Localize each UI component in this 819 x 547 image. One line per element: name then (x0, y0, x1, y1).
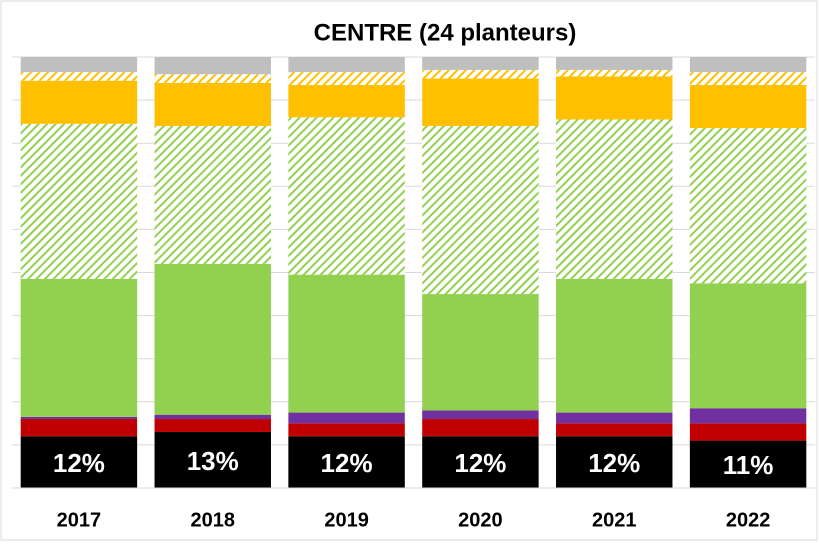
x-tick-label: 2021 (592, 509, 637, 531)
bar-segment (20, 416, 138, 420)
bar-segment (154, 74, 271, 83)
bar-segment (288, 85, 405, 118)
bar-segment (422, 69, 539, 79)
bar-segment (20, 80, 138, 124)
bar-segment (422, 410, 539, 420)
bar-segment (556, 69, 673, 77)
bar-segment (288, 72, 405, 86)
bar-segment (154, 57, 271, 75)
bar-segment (20, 278, 138, 417)
bar-segment (689, 72, 807, 86)
bar-segment (422, 57, 539, 70)
bar-segment (422, 294, 539, 411)
bar-segment (422, 125, 539, 295)
bar-segment (556, 423, 673, 437)
data-label: 12% (53, 448, 105, 478)
bar-segment (689, 57, 807, 73)
bar-segment (288, 274, 405, 413)
bar-segment (288, 436, 405, 488)
bar-segment (556, 57, 673, 70)
bar-segment (556, 76, 673, 120)
bar-segment (20, 436, 138, 488)
bar-segment (20, 57, 138, 73)
chart-title: CENTRE (24 planteurs) (314, 19, 577, 46)
data-label: 12% (588, 448, 640, 478)
bar-segment (288, 117, 405, 275)
bar-segment (556, 412, 673, 424)
bar-segment (288, 412, 405, 424)
bar-segment (288, 423, 405, 437)
x-tick-label: 2022 (726, 509, 771, 531)
bar-segment (556, 278, 673, 413)
bar-segment (154, 125, 271, 264)
bar-segment (556, 119, 673, 279)
bar-segment (689, 440, 807, 488)
x-tick-label: 2017 (57, 509, 102, 531)
data-label: 13% (187, 446, 239, 476)
bar-segment (154, 82, 271, 126)
data-label: 12% (321, 448, 373, 478)
data-label: 11% (723, 450, 774, 480)
data-label: 12% (454, 448, 506, 478)
bar-segment (689, 283, 807, 409)
bar-segment (689, 128, 807, 284)
bar-segment (422, 419, 539, 437)
bar-segment (154, 414, 271, 420)
bar-segment (689, 85, 807, 129)
bar-segment (556, 436, 673, 488)
bar-segment (154, 263, 271, 415)
bar-segment (422, 78, 539, 126)
bar-segment (20, 419, 138, 437)
bar-segment (689, 408, 807, 424)
x-tick-label: 2018 (191, 509, 236, 531)
bar-segment (20, 72, 138, 81)
bar-segment (20, 123, 138, 279)
bar-segment (689, 423, 807, 441)
bar-segment (288, 57, 405, 73)
bar-segment (154, 431, 271, 488)
bar-segment (154, 419, 271, 432)
bar-segment (422, 436, 539, 488)
x-tick-label: 2020 (458, 509, 503, 531)
x-tick-label: 2019 (324, 509, 369, 531)
